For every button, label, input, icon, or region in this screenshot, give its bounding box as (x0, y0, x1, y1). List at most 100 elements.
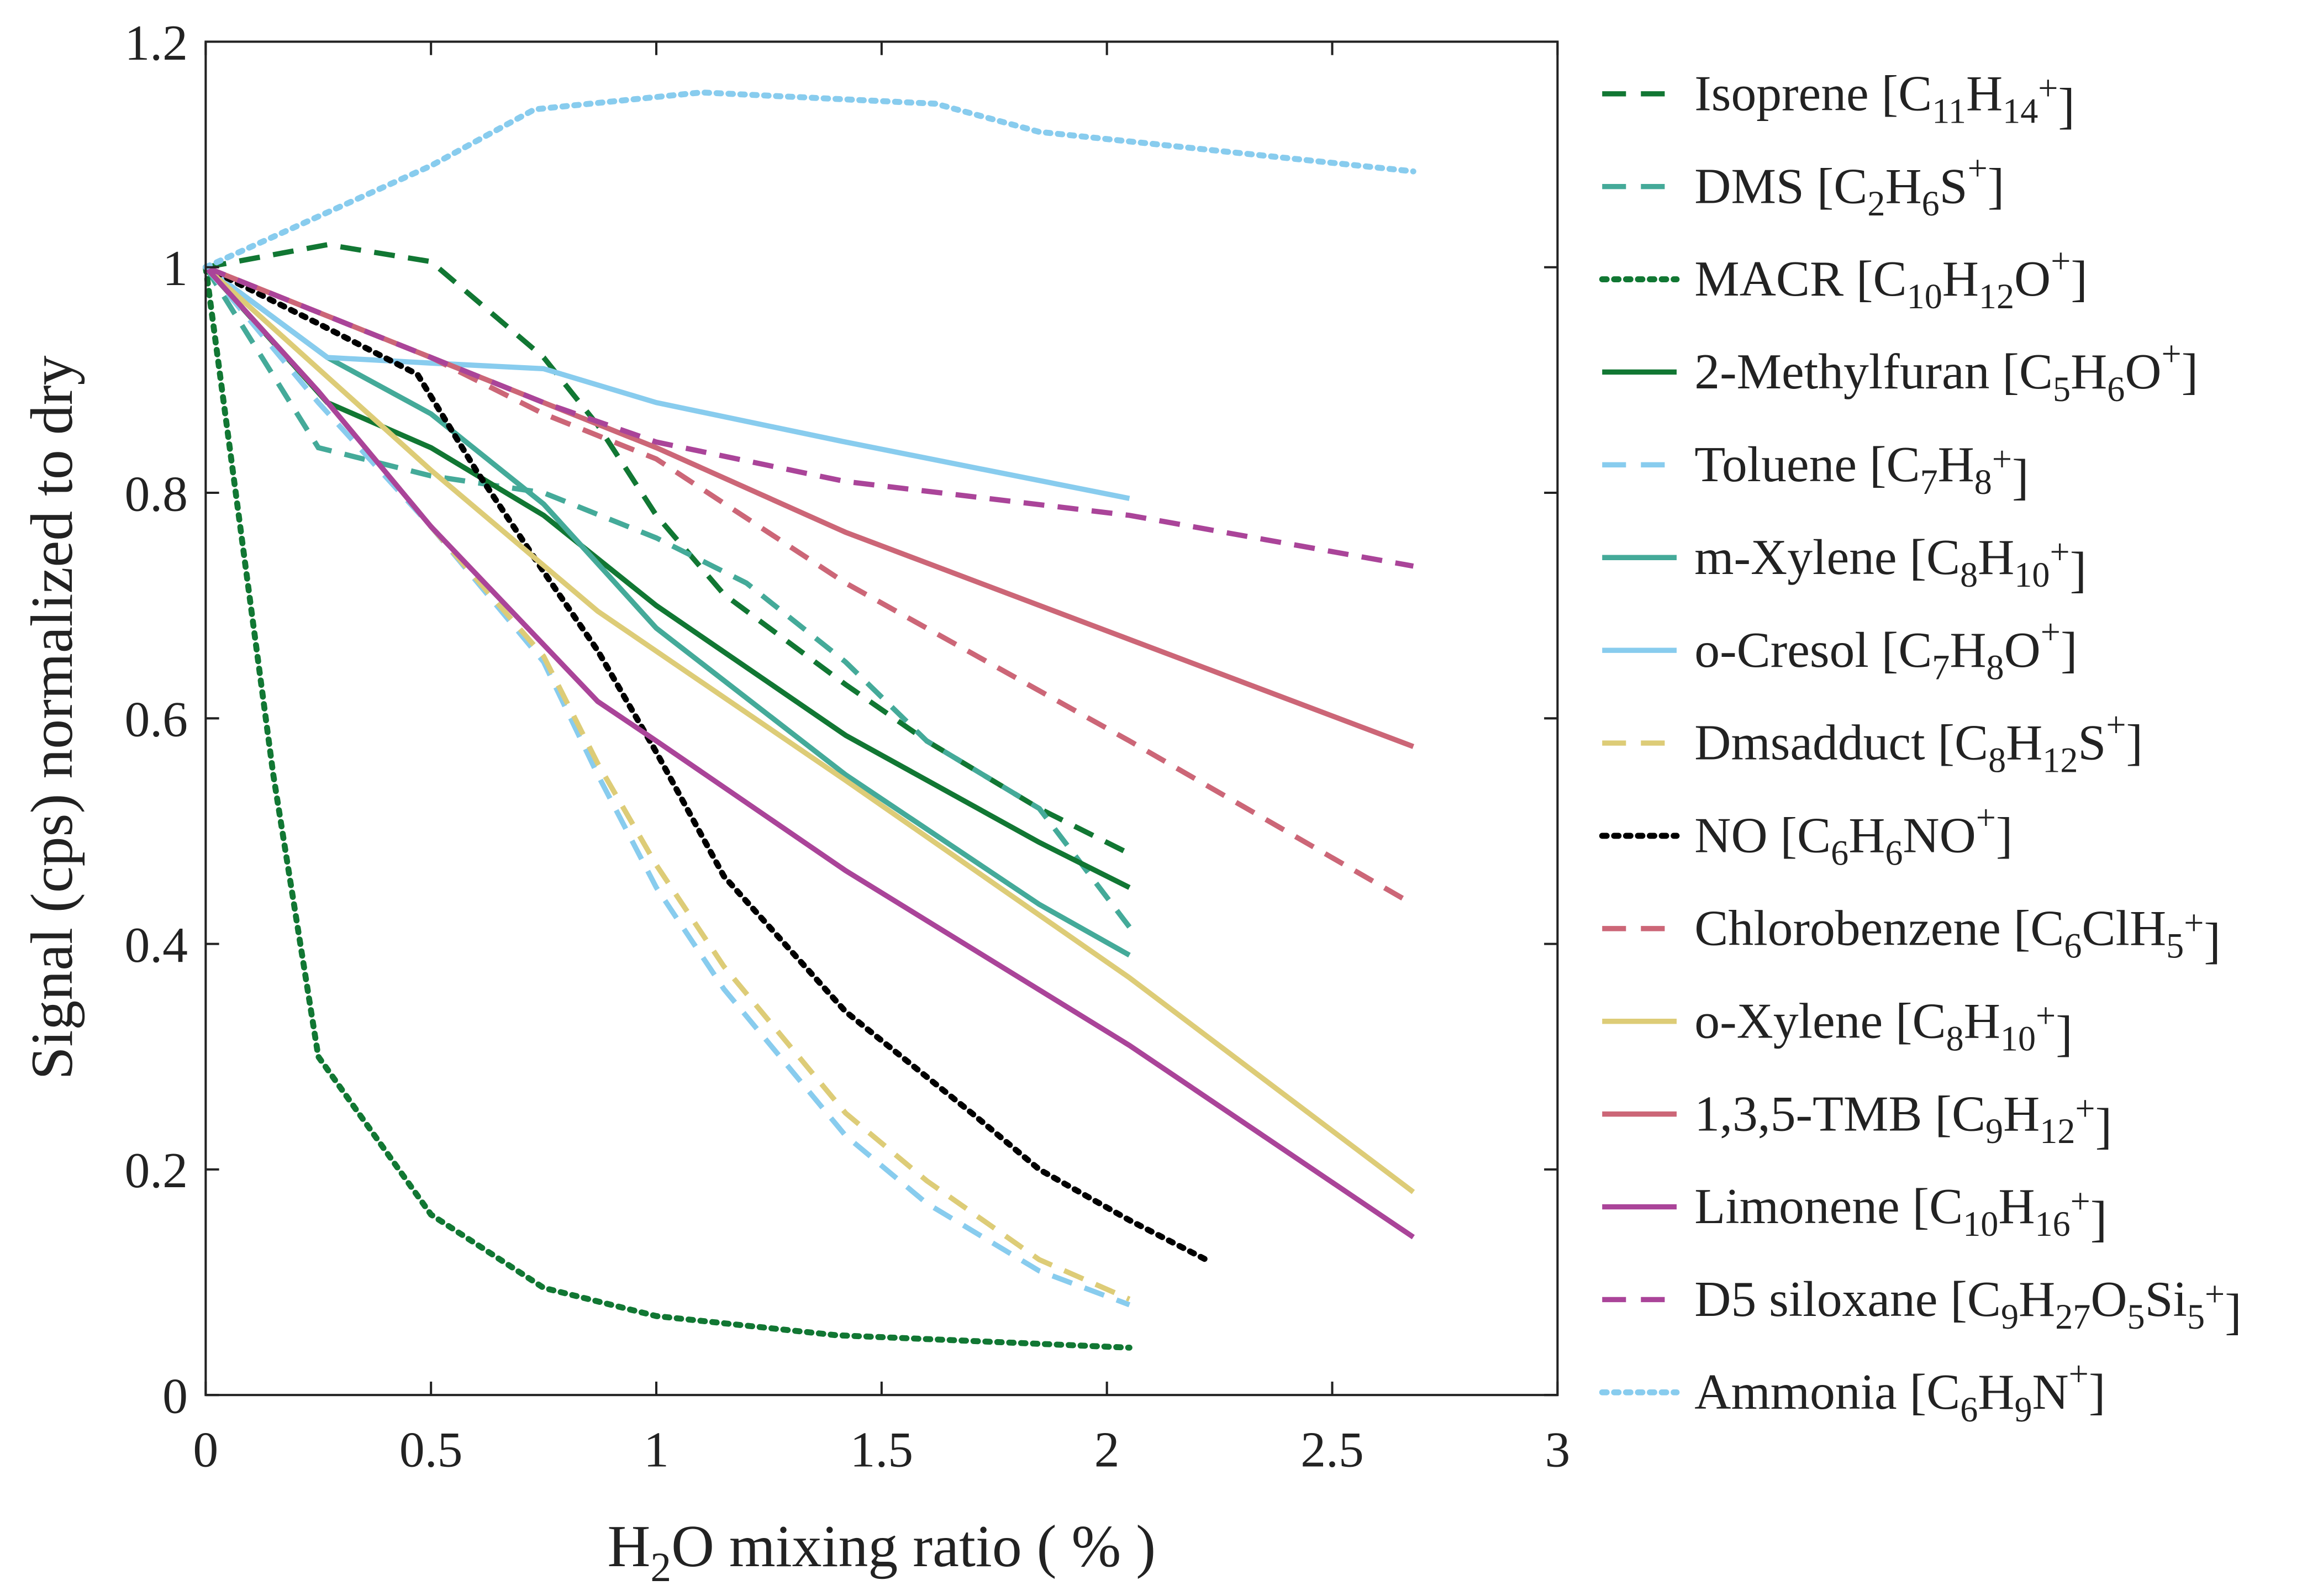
label-part: H (1964, 992, 2000, 1049)
x-tick-label: 0.5 (399, 1421, 463, 1478)
legend-item: Limonene [C10H16+] (1602, 1178, 2107, 1247)
label-part: O (2090, 1271, 2127, 1327)
series-line-1-3-5-tmb (204, 265, 1415, 749)
legend: Isoprene [C11H14+]DMS [C2H6S+]MACR [C10H… (1599, 65, 2242, 1429)
label-part: ] (2225, 1283, 2242, 1340)
legend-label: 2-Methylfuran [C5H6O+] (1694, 334, 2198, 409)
label-part: ] (2204, 912, 2221, 968)
label-part: C (1926, 529, 1960, 585)
label-part: + (1968, 149, 1988, 188)
label-part: 10 (2014, 555, 2050, 594)
label-part: 8 (1946, 1019, 1964, 1058)
series-line-macr (202, 264, 1132, 1351)
series-line-d5-siloxane (204, 265, 1414, 569)
label-part: Limonene [ (1694, 1178, 1929, 1234)
label-part: C (1955, 714, 1988, 771)
label-part: ] (2061, 621, 2078, 678)
legend-item: o-Cresol [C7H8O+] (1602, 613, 2077, 687)
label-part: 10 (2000, 1019, 2036, 1058)
label-part: H (2019, 1271, 2055, 1327)
legend-item: Toluene [C7H8+] (1602, 436, 2029, 505)
label-part: H (1978, 529, 2014, 585)
x-tick-label: 2 (1094, 1421, 1120, 1478)
label-part: O (2004, 621, 2041, 678)
x-axis-label: H2O mixing ratio ( % ) (608, 1514, 1156, 1590)
label-part: 8 (1988, 741, 2006, 780)
legend-label: MACR [C10H12O+] (1694, 241, 2088, 316)
label-part: + (1992, 440, 2012, 479)
label-part: H (1998, 1178, 2035, 1234)
axis-ticks: 0 0.5 1 1.5 2 2.5 3 0 0.2 0.4 0.6 0.8 1 1.2 (124, 14, 1570, 1478)
label-part: Ammonia [ (1694, 1363, 1926, 1420)
x-tick-label: 0 (193, 1421, 218, 1478)
label-part: ] (1996, 807, 2013, 863)
series-line-limonene (203, 265, 1415, 1240)
label-part: ] (2182, 343, 2199, 399)
legend-label: 1,3,5-TMB [C9H12+] (1694, 1085, 2112, 1154)
label-part: H (2003, 1085, 2040, 1141)
legend-label: Chlorobenzene [C6ClH5+] (1694, 899, 2221, 968)
label-part: ] (2070, 541, 2087, 598)
legend-item: MACR [C10H12O+] (1599, 241, 2088, 316)
label-part: 5 (2187, 1297, 2205, 1336)
legend-label: m-Xylene [C8H10+] (1694, 529, 2087, 598)
label-part: S (2078, 714, 2106, 771)
label-part: ] (2090, 1191, 2108, 1247)
label-part: D5 siloxane [ (1694, 1271, 1967, 1327)
legend-label: o-Xylene [C8H10+] (1694, 992, 2072, 1061)
label-part: 12 (1979, 277, 2014, 316)
legend-item: DMS [C2H6S+] (1602, 149, 2004, 223)
label-part: H (1966, 65, 2003, 121)
label-part: H (1950, 621, 1986, 678)
label-part: 8 (1974, 462, 1992, 502)
label-part: H (1885, 157, 1921, 214)
y-tick-label: 1 (162, 240, 188, 296)
label-part: ] (2089, 1363, 2106, 1420)
series-line-dms (203, 266, 1132, 929)
legend-item: Dmsadduct [C8H12S+] (1602, 705, 2143, 780)
label-part: Si (2145, 1271, 2187, 1327)
legend-item: D5 siloxane [C9H27O5Si5+] (1602, 1271, 2242, 1340)
label-part: 14 (2003, 91, 2038, 130)
label-part: 16 (2035, 1204, 2071, 1244)
label-part: ] (1988, 157, 2005, 214)
label-part: 9 (1985, 1112, 2003, 1151)
label-part: C (1834, 157, 1867, 214)
y-tick-label: 0.4 (124, 916, 188, 973)
legend-item: Chlorobenzene [C6ClH5+] (1602, 899, 2221, 968)
label-part: o-Cresol [ (1694, 621, 1898, 678)
label-part: + (2184, 903, 2204, 942)
label-part: H (2071, 343, 2107, 399)
label-part: 10 (1907, 277, 1942, 316)
legend-item: 2-Methylfuran [C5H6O+] (1602, 334, 2198, 409)
y-tick-label: 0.6 (124, 691, 188, 747)
label-part: ] (2095, 1098, 2113, 1154)
label-part: + (2069, 1355, 2089, 1394)
label-part: 6 (1831, 834, 1848, 873)
legend-label: o-Cresol [C7H8O+] (1694, 613, 2077, 687)
label-part: ] (2126, 714, 2143, 771)
label-part: S (1940, 157, 1968, 214)
label-part: NO (1903, 807, 1976, 863)
label-part: ] (2058, 77, 2075, 134)
label-part: o-Xylene [ (1694, 992, 1912, 1049)
plot-frame (204, 40, 1559, 1397)
label-part: 11 (1932, 91, 1966, 130)
y-tick-label: 0.2 (124, 1142, 188, 1198)
label-part: O mixing ratio ( % ) (671, 1514, 1156, 1579)
legend-label: NO [C6H6NO+] (1694, 798, 2013, 872)
label-part: 12 (2040, 1112, 2075, 1151)
label-part: + (2051, 241, 2071, 281)
label-part: 6 (2107, 370, 2125, 409)
label-part: O (2125, 343, 2161, 399)
label-part: C (2030, 899, 2064, 956)
label-part: 2 (650, 1545, 671, 1590)
label-part: ] (2071, 250, 2088, 307)
label-part: Isoprene [ (1694, 65, 1898, 121)
y-tick-label: 0.8 (124, 465, 188, 522)
label-part: H (2006, 714, 2042, 771)
label-part: DMS [ (1694, 157, 1834, 214)
label-part: ] (2012, 449, 2029, 505)
series-layer (202, 89, 1416, 1351)
label-part: C (1898, 621, 1932, 678)
